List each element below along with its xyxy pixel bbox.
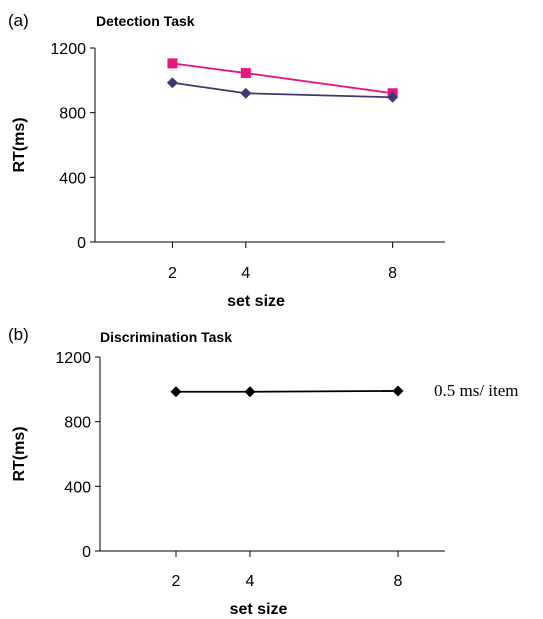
y-tick-label: 800 xyxy=(64,415,91,432)
data-point-square xyxy=(167,58,178,69)
data-point-diamond xyxy=(392,385,404,397)
data-point-diamond xyxy=(166,77,178,89)
y-tick-label: 0 xyxy=(82,544,91,561)
series-line xyxy=(172,81,393,99)
y-tick-label: 1200 xyxy=(55,350,91,367)
x-axis-label: set size xyxy=(230,601,288,618)
x-tick-label: 2 xyxy=(168,265,177,282)
chart-title: Detection Task xyxy=(96,13,195,29)
y-axis-label: RT(ms) xyxy=(11,117,28,172)
data-point-diamond xyxy=(244,386,256,398)
x-axis-label: set size xyxy=(227,293,285,310)
x-tick-label: 8 xyxy=(388,265,397,282)
series-line xyxy=(176,390,399,393)
y-tick-label: 400 xyxy=(59,170,86,187)
data-point-diamond xyxy=(170,386,182,398)
y-tick-label: 800 xyxy=(59,106,86,123)
x-tick-label: 4 xyxy=(246,573,255,590)
y-tick-label: 0 xyxy=(77,235,86,252)
data-point-diamond xyxy=(387,91,399,103)
panel-label: (a) xyxy=(8,11,29,30)
x-tick-label: 8 xyxy=(394,573,403,590)
chart-title: Discrimination Task xyxy=(100,329,232,345)
y-axis-label: RT(ms) xyxy=(11,426,28,481)
x-tick-label: 4 xyxy=(241,265,250,282)
data-point-diamond xyxy=(240,87,252,99)
data-point-square xyxy=(240,68,251,79)
series-line xyxy=(172,62,393,95)
y-tick-label: 400 xyxy=(64,479,91,496)
x-tick-label: 2 xyxy=(172,573,181,590)
y-tick-label: 1200 xyxy=(50,41,86,58)
panel-label: (b) xyxy=(8,325,29,344)
slope-annotation: 0.5 ms/ item xyxy=(434,381,519,400)
